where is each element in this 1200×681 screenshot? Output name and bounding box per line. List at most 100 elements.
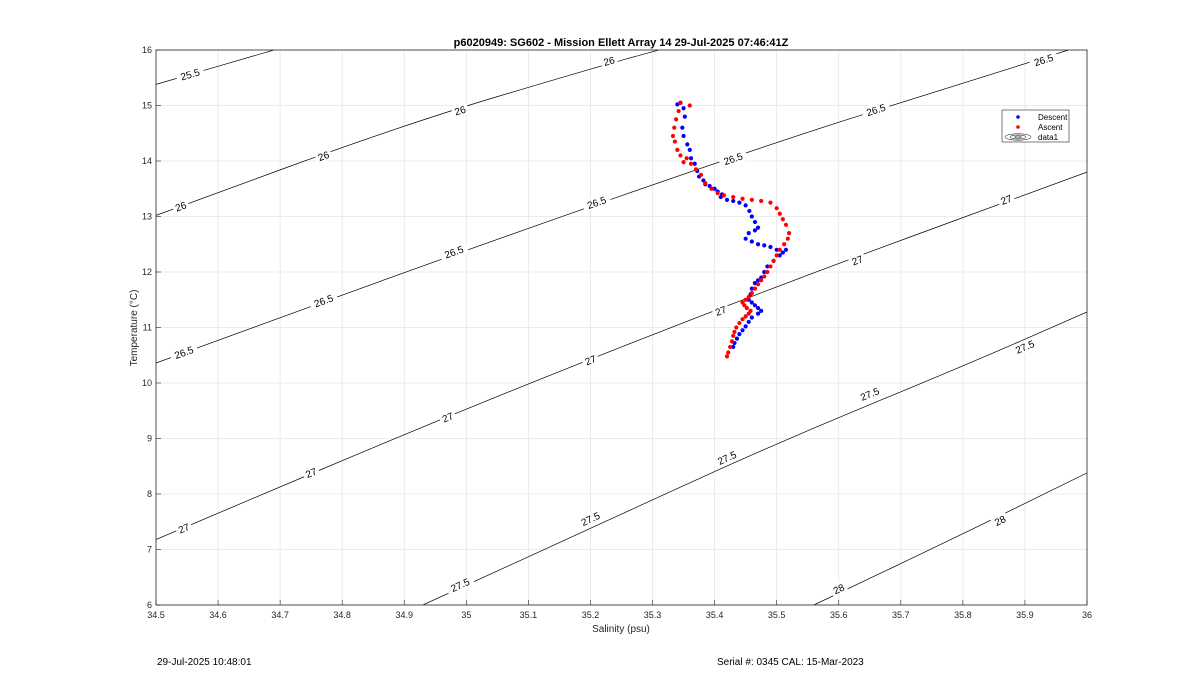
- descent-point: [752, 303, 758, 308]
- ascent-point: [744, 305, 749, 311]
- contour-label: 26.5: [173, 345, 195, 362]
- x-axis-label: Salinity (psu): [592, 624, 650, 635]
- x-tick-label: 35.5: [768, 610, 786, 620]
- ascent-point: [752, 286, 758, 291]
- ascent-point: [759, 198, 764, 204]
- x-tick-label: 35: [461, 610, 471, 620]
- y-ticks: 6 7 8 9 10 11 12 13 14 15 16: [142, 45, 161, 610]
- descent-point: [759, 308, 764, 313]
- ascent-point: [672, 125, 677, 130]
- contour-line-28: [813, 472, 1087, 605]
- contour-label-bg: [444, 573, 476, 597]
- contour-label-bg: [711, 302, 731, 320]
- x-tick-label: 35.3: [644, 610, 662, 620]
- contour-label: 27: [1000, 194, 1015, 208]
- descent-point: [749, 286, 754, 291]
- contour-label-group: 27: [174, 519, 194, 538]
- contour-label-bg: [174, 519, 194, 538]
- ascent-point: [783, 222, 789, 227]
- contour-line-26: [156, 50, 659, 216]
- y-tick-label: 14: [142, 156, 152, 166]
- contour-label-bg: [860, 100, 892, 120]
- ascent-point: [715, 191, 720, 196]
- ascent-point: [749, 197, 754, 202]
- contour-label-group: 26: [314, 147, 334, 165]
- y-tick-label: 7: [147, 545, 152, 555]
- ascent-point: [746, 311, 751, 316]
- contour-line-27-5: [422, 311, 1087, 605]
- contour-label-bg: [450, 102, 470, 119]
- ascent-point: [749, 290, 754, 296]
- contour-label: 26: [317, 150, 332, 164]
- x-tick-label: 34.8: [333, 610, 351, 620]
- contour-label-group: 26.5: [168, 342, 200, 363]
- ascent-point: [743, 314, 748, 319]
- ascent-point: [768, 264, 773, 269]
- ascent-point: [740, 317, 745, 322]
- contour-label: 27: [177, 522, 192, 537]
- ascent-point: [676, 108, 681, 114]
- descent-point: [692, 161, 697, 166]
- descent-point: [746, 231, 751, 236]
- ascent-point: [740, 196, 745, 201]
- y-tick-label: 9: [147, 434, 152, 444]
- contour-label: 25.5: [180, 67, 202, 83]
- ascent-point: [674, 117, 679, 122]
- contour-label-group: 26: [450, 102, 470, 119]
- descent-point: [768, 244, 773, 250]
- contour-label: 26.5: [443, 244, 465, 261]
- descent-point: [755, 225, 761, 230]
- contour-label-bg: [599, 53, 619, 70]
- descent-point: [743, 203, 748, 208]
- contour-label-bg: [581, 192, 612, 213]
- descent-point: [712, 186, 717, 191]
- x-ticks: 34.5 34.6 34.7 34.8 34.9 35 35.1 35.2 35.3 35.4 35…: [147, 600, 1092, 620]
- x-tick-label: 35.9: [1016, 610, 1034, 620]
- descent-point: [737, 200, 742, 205]
- contour-label-group: 27: [438, 408, 458, 427]
- contour-label-group: 26.5: [438, 241, 470, 263]
- ascent-point: [726, 350, 731, 355]
- ascent-point: [746, 294, 751, 300]
- contour-label-bg: [580, 351, 601, 369]
- ascent-point: [785, 236, 790, 241]
- descent-point: [680, 125, 685, 130]
- contour-label: 26.5: [1033, 53, 1055, 69]
- contour-label-bg: [996, 191, 1016, 209]
- contour-label: 26: [454, 104, 468, 118]
- contour-label-group: 27: [847, 251, 867, 269]
- contour-label-group: 27.5: [444, 573, 476, 597]
- ascent-point: [742, 303, 747, 308]
- ascent-point: [765, 269, 770, 275]
- y-tick-label: 12: [142, 267, 152, 277]
- grid: [155, 49, 1088, 606]
- ascent-point: [759, 278, 764, 283]
- legend-descent-label: Descent: [1038, 113, 1068, 122]
- contour-label: 28: [993, 514, 1008, 529]
- ascent-point: [762, 274, 767, 279]
- descent-point: [681, 133, 686, 139]
- descent-point: [682, 114, 687, 119]
- contour-label-bg: [438, 408, 458, 427]
- contour-label: 26: [603, 55, 617, 69]
- contour-label-bg: [828, 580, 849, 598]
- contour-label-group: 26.5: [581, 192, 612, 213]
- y-tick-label: 16: [142, 45, 152, 55]
- descent-point: [755, 278, 761, 283]
- y-axis-label: Temperature (°C): [129, 290, 140, 367]
- ascent-point: [688, 161, 694, 166]
- contour-label-group: 26.5: [860, 100, 892, 120]
- legend-box: [1001, 109, 1070, 143]
- x-tick-label: 34.7: [271, 610, 289, 620]
- ascent-point: [780, 217, 785, 222]
- ascent-point: [737, 320, 742, 326]
- ascent-point: [724, 354, 730, 359]
- data-points: [670, 100, 792, 359]
- contour-label: 26: [174, 200, 189, 214]
- descent-point: [777, 253, 782, 258]
- ascent-point: [774, 206, 779, 211]
- contour-label-group: 26: [599, 53, 619, 70]
- legend-ascent-marker: [1016, 125, 1020, 129]
- y-tick-label: 10: [142, 378, 152, 388]
- contour-label: 26.5: [865, 103, 887, 119]
